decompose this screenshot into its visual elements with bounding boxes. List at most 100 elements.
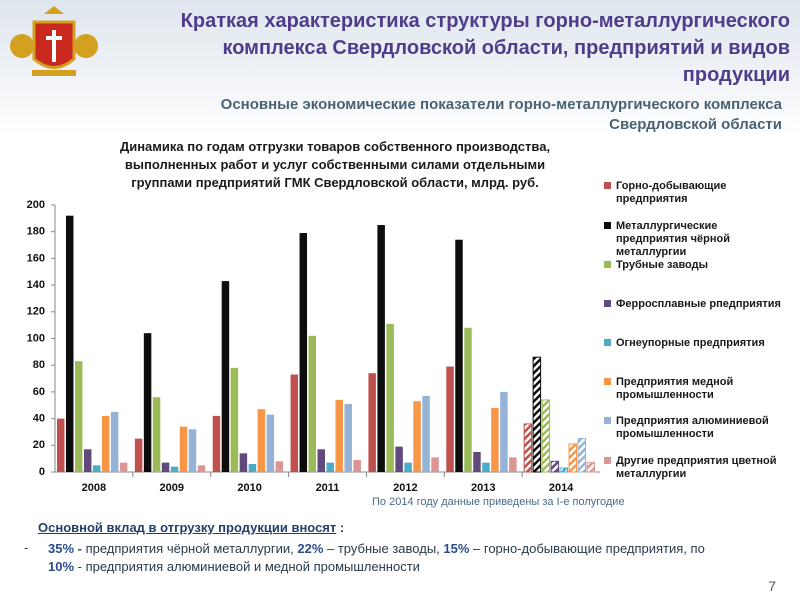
- bullet-dash: -: [24, 540, 29, 555]
- bullet-part: – горно-добывающие предприятия, по: [469, 541, 705, 556]
- bar: [326, 462, 334, 472]
- bar: [65, 215, 74, 472]
- heading-text: Основной вклад в отгрузку продукции внос…: [38, 520, 337, 535]
- y-tick-label: 0: [39, 466, 45, 478]
- legend-swatch: [604, 339, 611, 346]
- bullet-part: - предприятия алюминиевой и медной промы…: [74, 559, 420, 574]
- bar: [395, 446, 403, 472]
- bar: [275, 461, 284, 472]
- bar: [404, 462, 412, 472]
- bar: [368, 373, 376, 472]
- bar: [92, 465, 101, 472]
- bullet-part: предприятия чёрной металлургии,: [81, 541, 298, 556]
- bar: [239, 453, 248, 472]
- bar: [446, 366, 454, 472]
- chart-title: Динамика по годам отгрузки товаров собст…: [119, 139, 551, 190]
- bar: [110, 411, 119, 472]
- x-tick-label: 2013: [471, 482, 495, 494]
- legend-label: Предприятия алюминиевой промышленности: [616, 415, 769, 440]
- bar: [179, 426, 188, 472]
- y-tick-label: 60: [33, 386, 45, 398]
- legend-swatch: [604, 457, 611, 464]
- subtitle: Основные экономические показатели горно-…: [220, 96, 782, 133]
- bar: [266, 414, 275, 472]
- y-tick-label: 80: [33, 359, 45, 371]
- bar: [119, 462, 128, 472]
- bar: [523, 423, 533, 473]
- bar: [431, 457, 439, 472]
- legend-swatch: [604, 261, 611, 268]
- legend-label: Горно-добывающие предприятия: [616, 180, 727, 205]
- bar: [170, 466, 179, 472]
- bullet-part: 10%: [48, 559, 75, 574]
- bar: [188, 429, 197, 472]
- x-tick-label: 2008: [82, 482, 106, 494]
- bar: [568, 443, 578, 473]
- bar: [230, 367, 239, 472]
- x-tick-label: 2010: [237, 482, 261, 494]
- legend-label: Ферросплавные рпедприятия: [616, 298, 781, 310]
- bar: [532, 356, 542, 473]
- bar: [541, 399, 551, 473]
- bar: [473, 451, 481, 472]
- legend-label: Предприятия медной промышленности: [616, 376, 734, 401]
- y-tick-label: 200: [27, 199, 45, 211]
- bar: [143, 333, 152, 472]
- bar: [317, 449, 325, 472]
- bar: [161, 462, 170, 472]
- bar: [509, 457, 517, 472]
- footer-bullet: 35% - предприятия чёрной металлургии, 22…: [48, 540, 728, 576]
- header-band: [0, 0, 800, 135]
- legend-label: Другие предприятия цветной металлургии: [616, 455, 777, 480]
- bar: [290, 374, 299, 472]
- legend-swatch: [604, 378, 611, 385]
- x-tick-label: 2009: [160, 482, 184, 494]
- bar: [308, 335, 317, 472]
- y-tick-label: 20: [33, 439, 45, 451]
- bar: [152, 397, 161, 472]
- bar: [101, 415, 110, 472]
- y-tick-label: 120: [27, 306, 45, 318]
- bar: [335, 399, 343, 472]
- y-tick-label: 40: [33, 413, 45, 425]
- colon: :: [339, 520, 345, 535]
- bar: [221, 281, 230, 472]
- bar: [577, 438, 587, 473]
- y-tick-label: 160: [27, 252, 45, 264]
- bar: [377, 225, 385, 472]
- footer-heading: Основной вклад в отгрузку продукции внос…: [38, 520, 344, 535]
- bar: [550, 460, 560, 473]
- legend-swatch: [604, 182, 611, 189]
- bar: [386, 323, 394, 472]
- bar: [57, 418, 65, 472]
- bar: [482, 462, 490, 472]
- bar: [413, 401, 421, 472]
- y-tick-label: 100: [27, 332, 45, 344]
- legend-label: Металлургические предприятия чёрной мета…: [616, 220, 730, 258]
- bar: [299, 233, 308, 472]
- x-tick-label: 2012: [393, 482, 417, 494]
- bullet-part: 22%: [297, 541, 324, 556]
- bar: [344, 403, 352, 472]
- bullet-part: 35% -: [48, 541, 82, 556]
- bar: [491, 407, 499, 472]
- bar: [586, 462, 596, 473]
- bar: [464, 327, 472, 472]
- legend-swatch: [604, 300, 611, 307]
- x-tick-label: 2011: [316, 482, 340, 494]
- legend-label: Трубные заводы: [616, 259, 709, 271]
- bar: [83, 449, 92, 472]
- bar: [353, 459, 361, 472]
- x-tick-label: 2014: [549, 482, 574, 494]
- bar: [197, 465, 206, 472]
- bar: [134, 438, 143, 472]
- legend-label: Огнеупорные предприятия: [616, 337, 765, 349]
- y-tick-label: 140: [27, 279, 45, 291]
- y-tick-label: 180: [27, 226, 45, 238]
- title: Краткая характеристика структуры горно-м…: [180, 10, 790, 86]
- bar: [257, 409, 266, 472]
- bullet-part: – трубные заводы,: [323, 541, 444, 556]
- bullet-part: 15%: [443, 541, 470, 556]
